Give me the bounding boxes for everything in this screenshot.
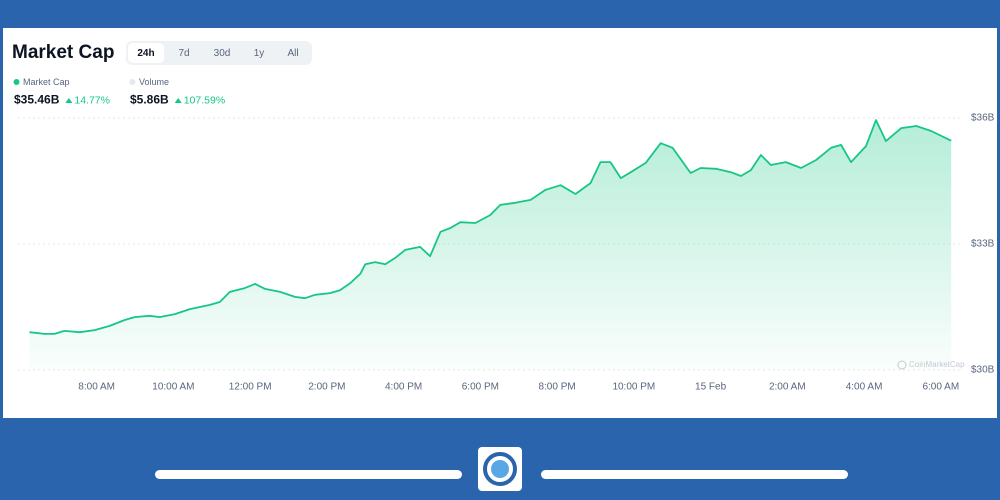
y-tick-label: $33B (971, 239, 995, 250)
x-tick-label: 4:00 AM (846, 382, 883, 393)
x-tick-label: 12:00 PM (229, 382, 272, 393)
legend-dot (13, 79, 20, 85)
tab[interactable]: All (287, 48, 298, 59)
chart-title: Market Cap (12, 42, 114, 63)
change-arrow (65, 98, 73, 103)
x-tick-label: 8:00 PM (538, 382, 575, 393)
x-tick-label: 10:00 AM (152, 382, 194, 393)
summary-value: $5.86B (130, 93, 169, 107)
legend-label: Volume (139, 77, 169, 87)
progress-bar-right (541, 470, 848, 479)
x-tick-label: 8:00 AM (78, 382, 115, 393)
x-tick-label: 4:00 PM (385, 382, 422, 393)
summary-change: 107.59% (184, 94, 225, 106)
y-tick-label: $36B (971, 113, 995, 124)
legend-dot (129, 79, 136, 85)
tab[interactable]: 24h (137, 48, 154, 59)
legend-label: Market Cap (23, 77, 70, 87)
tab-active-bg (128, 43, 164, 63)
logo-ring (483, 452, 517, 486)
summary-change: 14.77% (74, 94, 110, 106)
y-tick-label: $30B (971, 365, 995, 376)
tab-group (126, 41, 312, 65)
change-arrow (174, 98, 182, 103)
tab[interactable]: 1y (254, 48, 265, 59)
logo-core (491, 460, 509, 478)
progress-bar-left (155, 470, 462, 479)
x-tick-label: 10:00 PM (612, 382, 655, 393)
area (29, 120, 952, 370)
x-tick-label: 6:00 AM (922, 382, 959, 393)
x-tick-label: 6:00 PM (462, 382, 499, 393)
x-tick-label: 15 Feb (695, 382, 727, 393)
summary-value: $35.46B (14, 93, 60, 107)
line (29, 119, 952, 335)
tab[interactable]: 7d (178, 48, 189, 59)
x-tick-label: 2:00 PM (308, 382, 345, 393)
watermark-icon (897, 360, 907, 370)
x-tick-label: 2:00 AM (769, 382, 806, 393)
watermark: CoinMarketCap (909, 360, 965, 369)
tab[interactable]: 30d (214, 48, 231, 59)
